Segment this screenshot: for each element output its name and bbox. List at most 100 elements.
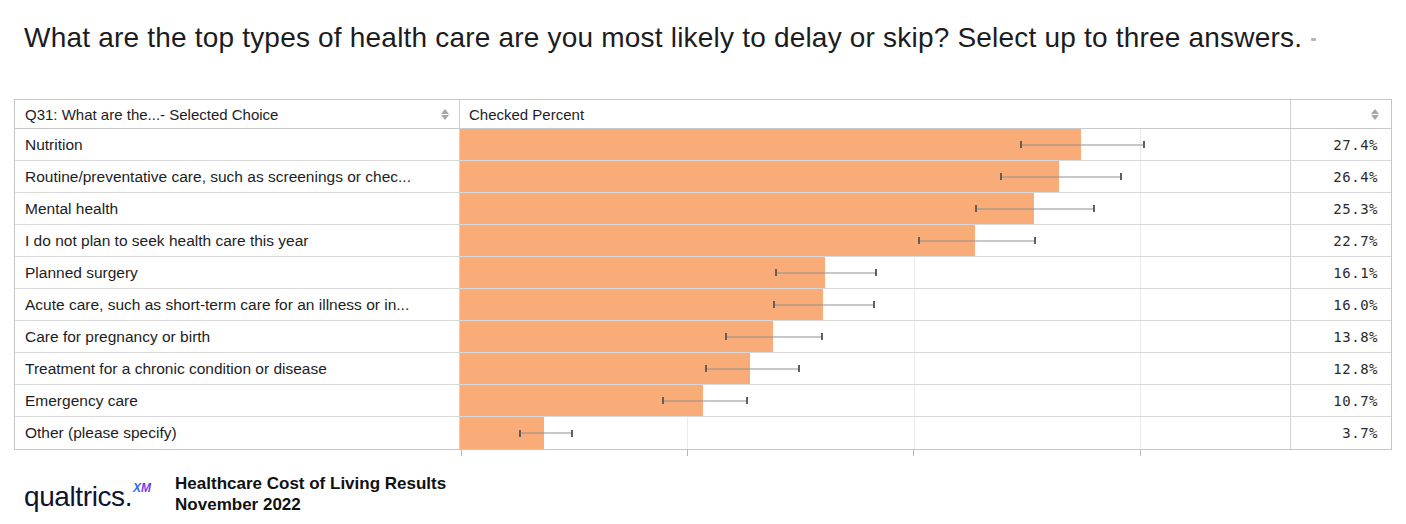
error-bar-left-cap	[773, 301, 775, 308]
row-label[interactable]: Mental health	[15, 193, 460, 224]
qualtrics-logo-wordmark: qualtrics	[24, 481, 125, 512]
row-label[interactable]: Emergency care	[15, 385, 460, 416]
error-bar-right-cap	[798, 365, 800, 372]
column-header-checked-percent[interactable]: Checked Percent	[460, 100, 1290, 128]
bar-cell	[460, 225, 1290, 256]
axis-tick	[461, 450, 462, 456]
row-label[interactable]: Acute care, such as short-term care for …	[15, 289, 460, 320]
row-percent: 27.4%	[1290, 129, 1391, 160]
error-bar-left-cap	[775, 269, 777, 276]
bar-cell	[460, 385, 1290, 416]
error-bar	[918, 240, 1036, 241]
gridline	[914, 353, 915, 384]
row-label[interactable]: I do not plan to seek health care this y…	[15, 225, 460, 256]
row-label[interactable]: Nutrition	[15, 129, 460, 160]
row-label[interactable]: Routine/preventative care, such as scree…	[15, 161, 460, 192]
table-body: Nutrition 27.4% Routine/preventative car…	[15, 129, 1391, 449]
x-axis-ticks	[461, 449, 1289, 457]
error-bar-left-cap	[1000, 173, 1002, 180]
bar-cell	[460, 353, 1290, 384]
gridline	[914, 385, 915, 416]
row-label[interactable]: Treatment for a chronic condition or dis…	[15, 353, 460, 384]
gridline	[687, 417, 688, 449]
footer-caption-line2: November 2022	[175, 494, 446, 515]
error-bar-left-cap	[705, 365, 707, 372]
error-bar-right-cap	[746, 397, 748, 404]
error-bar	[519, 433, 573, 434]
table-row: Nutrition 27.4%	[15, 129, 1391, 161]
column-header-percent-values[interactable]	[1290, 100, 1391, 128]
sort-up-arrow-icon	[441, 109, 449, 114]
results-table: Q31: What are the...- Selected Choice Ch…	[14, 99, 1392, 450]
column-header-question[interactable]: Q31: What are the...- Selected Choice	[15, 100, 460, 128]
row-percent: 25.3%	[1290, 193, 1391, 224]
qualtrics-results-widget: What are the top types of health care ar…	[0, 0, 1406, 524]
table-row: Other (please specify) 3.7%	[15, 417, 1391, 449]
qualtrics-xm-mark: XM	[133, 481, 151, 495]
bar[interactable]	[460, 161, 1059, 192]
row-label[interactable]: Other (please specify)	[15, 417, 460, 449]
column-header-checked-percent-label: Checked Percent	[469, 106, 584, 123]
gridline	[1140, 193, 1141, 224]
error-bar	[1000, 176, 1122, 177]
error-bar	[1020, 144, 1145, 145]
page-title-text: What are the top types of health care ar…	[24, 22, 1302, 53]
qualtrics-logo-dot: .	[125, 481, 132, 512]
error-bar-right-cap	[1120, 173, 1122, 180]
table-row: Acute care, such as short-term care for …	[15, 289, 1391, 321]
error-bar-right-cap	[571, 430, 573, 437]
bar[interactable]	[460, 225, 975, 256]
error-bar-left-cap	[662, 397, 664, 404]
error-bar-left-cap	[519, 430, 521, 437]
error-bar-right-cap	[873, 301, 875, 308]
table-header-row: Q31: What are the...- Selected Choice Ch…	[15, 100, 1391, 129]
row-percent: 12.8%	[1290, 353, 1391, 384]
bar[interactable]	[460, 129, 1081, 160]
row-percent: 10.7%	[1290, 385, 1391, 416]
bar[interactable]	[460, 193, 1034, 224]
sort-icon[interactable]	[441, 109, 449, 120]
error-bar-left-cap	[975, 205, 977, 212]
gridline	[1140, 161, 1141, 192]
column-header-question-label: Q31: What are the...- Selected Choice	[25, 106, 278, 123]
bar-cell	[460, 417, 1290, 449]
gridline	[1140, 321, 1141, 352]
row-percent: 16.1%	[1290, 257, 1391, 288]
table-row: Planned surgery 16.1%	[15, 257, 1391, 289]
bar-cell	[460, 257, 1290, 288]
error-bar-left-cap	[725, 333, 727, 340]
row-label[interactable]: Care for pregnancy or birth	[15, 321, 460, 352]
error-bar-right-cap	[875, 269, 877, 276]
row-percent: 26.4%	[1290, 161, 1391, 192]
sort-up-arrow-icon	[1371, 109, 1379, 114]
bar[interactable]	[460, 257, 825, 288]
gridline	[914, 321, 915, 352]
bar[interactable]	[460, 289, 823, 320]
row-percent: 16.0%	[1290, 289, 1391, 320]
footer-caption-line1: Healthcare Cost of Living Results	[175, 473, 446, 494]
row-label[interactable]: Planned surgery	[15, 257, 460, 288]
page-title: What are the top types of health care ar…	[24, 22, 1316, 54]
gridline	[914, 257, 915, 288]
gridline	[1140, 289, 1141, 320]
error-bar-right-cap	[1034, 237, 1036, 244]
error-bar	[975, 208, 1095, 209]
bar-cell	[460, 289, 1290, 320]
bar-cell	[460, 321, 1290, 352]
row-percent: 13.8%	[1290, 321, 1391, 352]
error-bar	[725, 336, 823, 337]
axis-tick	[913, 450, 914, 456]
sort-icon[interactable]	[1371, 109, 1379, 120]
bar-cell	[460, 129, 1290, 160]
error-bar	[773, 304, 875, 305]
axis-tick	[1140, 450, 1141, 456]
table-row: Treatment for a chronic condition or dis…	[15, 353, 1391, 385]
error-bar-left-cap	[1020, 141, 1022, 148]
table-row: Care for pregnancy or birth 13.8%	[15, 321, 1391, 353]
row-percent: 3.7%	[1290, 417, 1391, 449]
footer: qualtrics.XM Healthcare Cost of Living R…	[24, 466, 446, 519]
error-bar-left-cap	[918, 237, 920, 244]
bar-cell	[460, 193, 1290, 224]
table-row: Mental health 25.3%	[15, 193, 1391, 225]
axis-tick	[687, 450, 688, 456]
